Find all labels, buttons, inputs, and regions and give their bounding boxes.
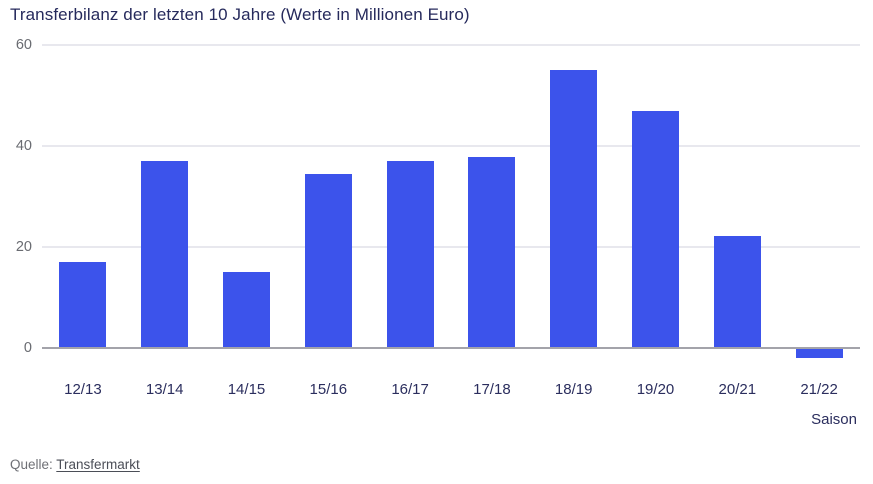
y-tick-label: 40 [15,138,32,154]
x-tick-label: 18/19 [554,381,593,398]
plot-area [42,44,860,359]
source-link[interactable]: Transfermarkt [56,457,140,472]
chart-bar [223,272,270,348]
chart-bar [59,262,107,348]
y-tick-label: 0 [23,340,32,356]
chart-bar [795,348,843,359]
gridline [42,246,860,248]
source-label: Quelle: [10,457,53,472]
x-axis-line [42,347,860,349]
x-tick-label: 15/16 [309,381,348,398]
chart-bar [713,235,761,348]
x-tick-label: 12/13 [64,381,102,398]
x-tick-label: 20/21 [718,381,757,398]
x-axis-title: Saison [811,411,857,428]
x-tick-label: 21/22 [800,381,838,398]
chart-bar [632,110,679,348]
source-line: Quelle: Transfermarkt [10,457,140,472]
gridline [42,145,860,147]
chart-bar [468,157,516,348]
chart-bar [386,160,434,348]
x-tick-label: 14/15 [227,381,266,398]
y-tick-label: 20 [15,239,32,255]
gridline [42,44,860,46]
chart-bar [141,161,189,348]
x-tick-label: 19/20 [636,381,675,398]
x-tick-label: 17/18 [473,381,511,398]
x-tick-label: 13/14 [145,381,184,398]
chart-bar [550,70,598,348]
chart-bar [304,174,352,348]
x-tick-label: 16/17 [391,381,429,398]
y-tick-label: 60 [15,37,32,53]
chart-title: Transferbilanz der letzten 10 Jahre (Wer… [10,5,470,24]
